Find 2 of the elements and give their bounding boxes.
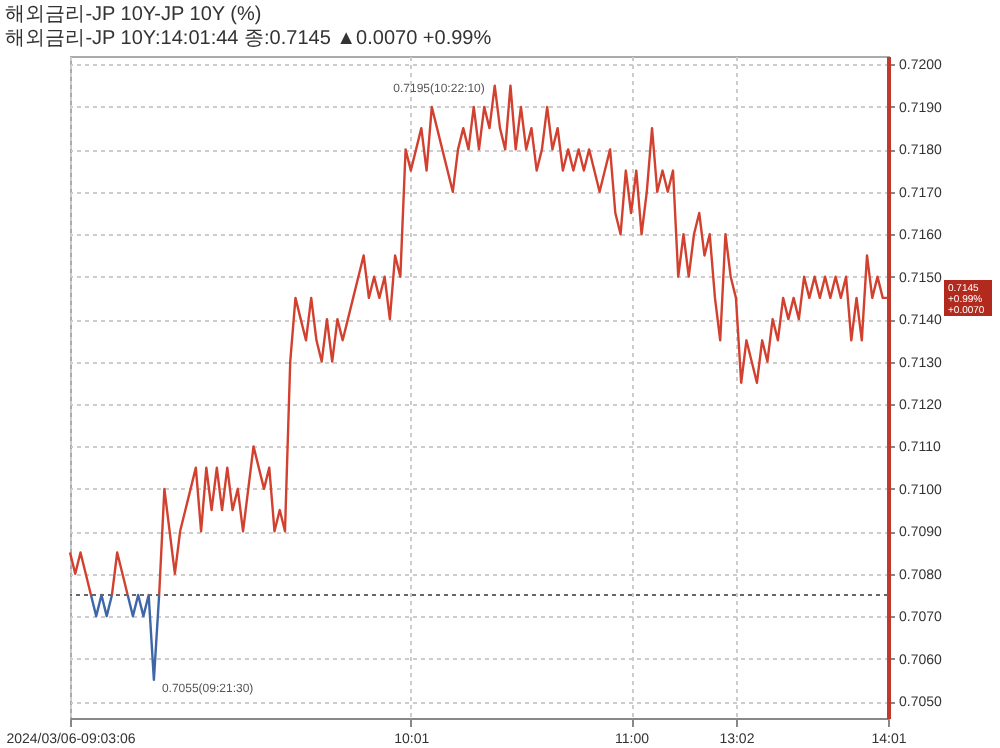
chart-subtitle: 해외금리-JP 10Y:14:01:44 종:0.7145 ▲0.0070 +0.99% [5,28,492,50]
chart-title: 해외금리-JP 10Y-JP 10Y (%) [5,4,262,26]
